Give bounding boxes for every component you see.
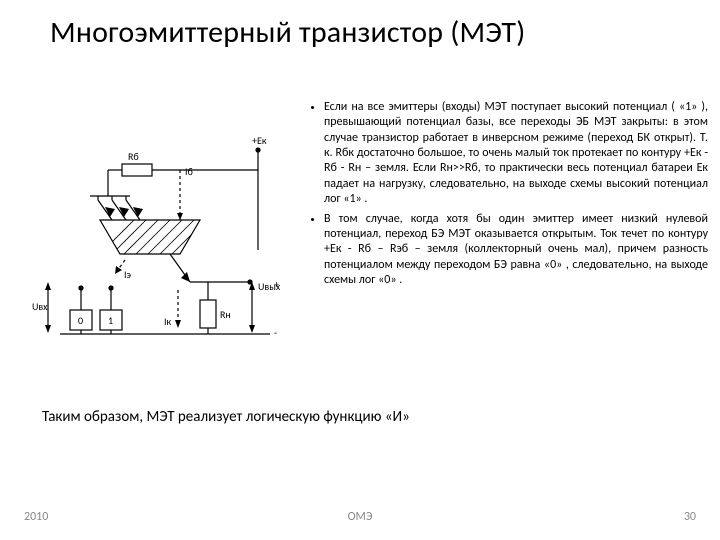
label-rb: Rб (128, 150, 139, 163)
bullet-item: Если на все эмиттеры (входы) МЭТ поступа… (324, 100, 708, 208)
label-plus: + (274, 278, 279, 291)
footer-center: ОМЭ (0, 510, 720, 524)
label-rn: Rн (220, 308, 231, 321)
bullet-item: В том случае, когда хотя бы один эмиттер… (324, 212, 708, 289)
circuit-diagram: +Eк Rб Iб (30, 130, 290, 360)
label-ib: Iб (185, 165, 193, 178)
label-ie: Iэ (124, 268, 132, 281)
slide: Многоэмиттерный транзистор (МЭТ) +Eк Rб … (0, 0, 720, 540)
label-ek: +Eк (252, 134, 267, 147)
label-ik: Iк (164, 315, 172, 328)
conclusion-text: Таким образом, МЭТ реализует логическую … (42, 408, 682, 426)
label-zero: 0 (78, 314, 83, 327)
label-uvx: Uвх (32, 300, 48, 313)
footer-page: 30 (684, 510, 696, 524)
bullet-list: Если на все эмиттеры (входы) МЭТ поступа… (308, 100, 708, 292)
emitter-leads (90, 170, 143, 220)
label-minus: - (274, 326, 277, 339)
inputs: Uвх 0 1 (32, 282, 270, 334)
slide-title: Многоэмиттерный транзистор (МЭТ) (50, 14, 690, 51)
transistor-body (100, 220, 206, 254)
label-one: 1 (108, 314, 113, 327)
